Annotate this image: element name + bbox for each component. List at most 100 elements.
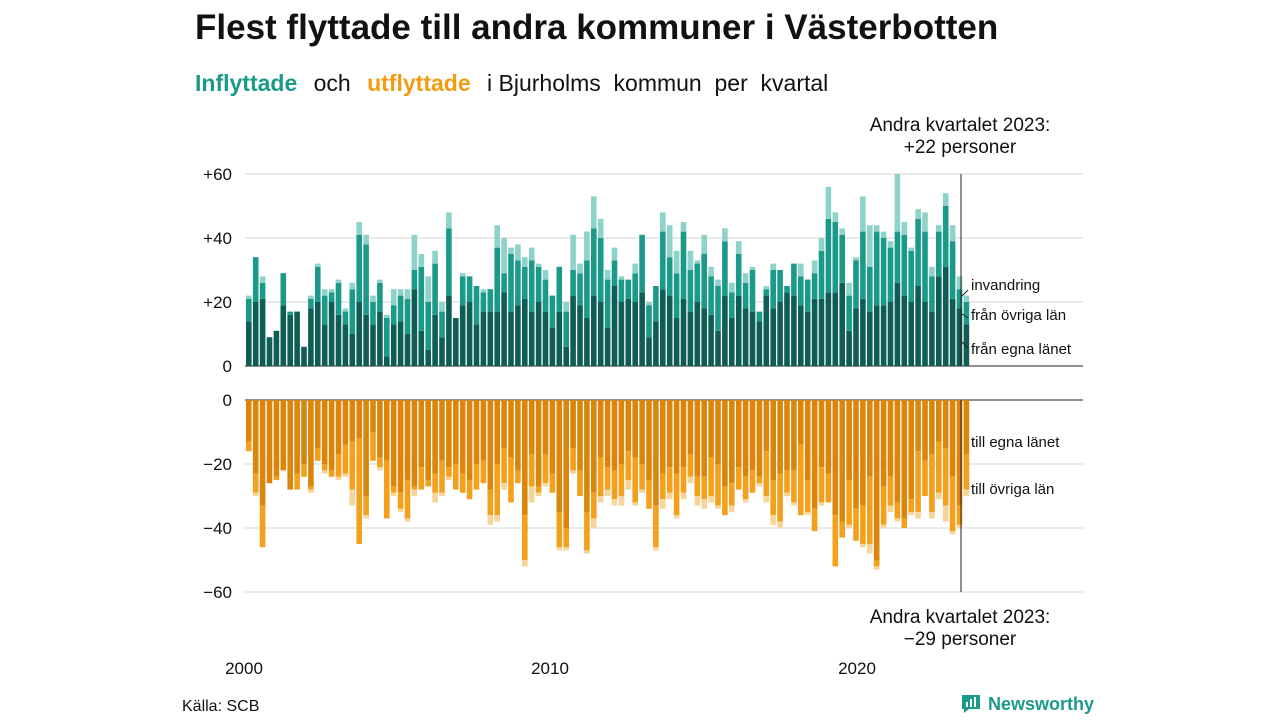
bar-inflow-1 — [887, 247, 894, 302]
bar-inflow-0 — [791, 295, 797, 366]
bar-outflow-0 — [625, 400, 632, 452]
bar-outflow-1 — [597, 457, 604, 496]
bar-outflow-0 — [508, 400, 514, 458]
bar-inflow-2 — [742, 273, 749, 283]
bar-inflow-1 — [942, 206, 949, 267]
bar-outflow-1 — [791, 470, 797, 503]
bar-inflow-0 — [929, 311, 935, 366]
bar-inflow-1 — [404, 298, 411, 334]
bar-outflow-0 — [687, 400, 694, 455]
bar-outflow-2 — [432, 492, 438, 503]
bar-inflow-0 — [522, 298, 528, 366]
bar-outflow-0 — [694, 400, 701, 477]
bar-inflow-1 — [418, 266, 425, 331]
bar-inflow-0 — [867, 311, 873, 366]
bar-inflow-1 — [308, 298, 314, 309]
bar-outflow-2 — [687, 476, 694, 484]
bar-outflow-2 — [742, 499, 749, 503]
bar-outflow-0 — [287, 400, 293, 490]
bar-inflow-0 — [535, 302, 542, 366]
bar-outflow-1 — [798, 444, 804, 516]
bar-outflow-1 — [397, 492, 404, 509]
bar-inflow-0 — [315, 302, 321, 366]
bar-inflow-0 — [453, 318, 459, 366]
bar-outflow-1 — [666, 467, 673, 493]
bar-inflow-0 — [666, 295, 673, 366]
y-tick-label-bottom: −40 — [203, 519, 232, 538]
bar-inflow-0 — [873, 305, 880, 366]
bar-outflow-1 — [321, 464, 328, 471]
bar-inflow-1 — [777, 270, 783, 302]
bar-inflow-1 — [873, 231, 880, 306]
bar-outflow-0 — [708, 400, 714, 458]
bar-outflow-2 — [873, 566, 880, 570]
bar-inflow-0 — [901, 295, 908, 366]
bar-inflow-2 — [418, 254, 425, 267]
bar-outflow-1 — [577, 470, 583, 496]
bar-outflow-1 — [722, 486, 728, 516]
bar-outflow-0 — [577, 400, 583, 471]
bar-outflow-1 — [459, 473, 466, 493]
bar-outflow-1 — [763, 451, 770, 496]
bar-outflow-1 — [825, 473, 832, 503]
bar-inflow-2 — [542, 270, 549, 280]
bar-outflow-0 — [308, 400, 314, 487]
bar-outflow-1 — [328, 470, 335, 477]
bar-outflow-0 — [811, 400, 818, 509]
bar-inflow-1 — [459, 276, 466, 306]
bar-inflow-2 — [929, 266, 935, 277]
bar-inflow-1 — [922, 231, 928, 302]
bar-outflow-1 — [515, 470, 521, 484]
bar-inflow-1 — [522, 266, 528, 299]
bar-outflow-2 — [487, 515, 494, 525]
bar-outflow-0 — [873, 400, 880, 560]
bar-outflow-0 — [335, 400, 342, 455]
bar-outflow-0 — [770, 400, 776, 480]
bar-inflow-1 — [853, 260, 859, 309]
bar-inflow-2 — [439, 302, 445, 312]
bar-outflow-2 — [770, 515, 776, 525]
bar-outflow-1 — [894, 502, 901, 519]
bar-outflow-0 — [846, 400, 852, 480]
bar-outflow-0 — [749, 400, 756, 471]
bar-outflow-1 — [770, 480, 776, 516]
bar-outflow-0 — [894, 400, 901, 503]
bar-outflow-1 — [342, 444, 349, 474]
series-label-top: invandring — [971, 277, 1040, 294]
bar-inflow-1 — [832, 222, 839, 293]
bar-outflow-2 — [597, 496, 604, 503]
bar-outflow-0 — [701, 400, 707, 477]
bar-outflow-1 — [466, 480, 473, 500]
bar-inflow-1 — [439, 311, 445, 338]
bar-inflow-1 — [563, 311, 569, 347]
subtitle-and: och — [313, 70, 351, 96]
bar-inflow-1 — [321, 295, 328, 325]
bar-outflow-0 — [259, 400, 266, 506]
bar-outflow-1 — [570, 448, 576, 471]
bar-outflow-1 — [639, 464, 645, 490]
bar-outflow-1 — [735, 467, 742, 490]
bar-inflow-2 — [377, 279, 383, 283]
bar-outflow-1 — [749, 470, 756, 493]
bar-outflow-0 — [466, 400, 473, 480]
bar-outflow-0 — [915, 400, 921, 452]
bar-inflow-0 — [473, 324, 480, 366]
bar-inflow-1 — [722, 241, 728, 296]
y-tick-label-top: 0 — [223, 357, 232, 376]
bar-inflow-0 — [846, 330, 852, 366]
bar-outflow-1 — [404, 480, 411, 519]
bar-inflow-0 — [963, 324, 970, 366]
bar-inflow-1 — [508, 254, 514, 312]
bar-outflow-1 — [942, 448, 949, 506]
bar-inflow-0 — [715, 330, 721, 366]
bar-outflow-1 — [549, 473, 556, 493]
bar-outflow-2 — [908, 512, 914, 516]
bar-outflow-1 — [949, 476, 956, 532]
bar-inflow-0 — [432, 314, 438, 366]
bar-inflow-2 — [535, 263, 542, 267]
bar-outflow-0 — [515, 400, 521, 471]
bar-inflow-1 — [673, 273, 680, 318]
bar-outflow-0 — [666, 400, 673, 468]
bar-inflow-1 — [839, 234, 845, 283]
bar-outflow-1 — [584, 512, 590, 551]
